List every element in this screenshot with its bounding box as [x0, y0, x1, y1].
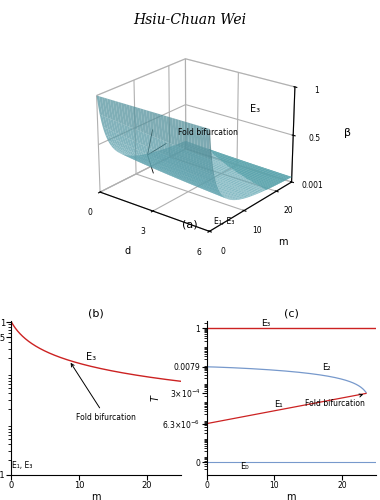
Text: Fold bifurcation: Fold bifurcation: [305, 394, 365, 407]
Text: E₁, E₃: E₁, E₃: [13, 460, 33, 469]
Title: (b): (b): [89, 309, 104, 319]
X-axis label: d: d: [125, 246, 131, 256]
Text: Hsiu-Chuan Wei: Hsiu-Chuan Wei: [133, 12, 247, 26]
Text: E₃: E₃: [261, 319, 270, 328]
Text: E₂: E₂: [322, 362, 330, 372]
Y-axis label: m: m: [279, 238, 288, 248]
Title: (c): (c): [284, 309, 299, 319]
Text: Fold bifurcation: Fold bifurcation: [71, 364, 136, 422]
Text: E₃: E₃: [86, 352, 96, 362]
X-axis label: m: m: [287, 492, 296, 500]
Text: (a): (a): [182, 220, 198, 230]
X-axis label: m: m: [92, 492, 101, 500]
Text: E₀: E₀: [241, 462, 249, 471]
Y-axis label: T: T: [151, 395, 161, 401]
Text: E₁: E₁: [274, 400, 283, 409]
